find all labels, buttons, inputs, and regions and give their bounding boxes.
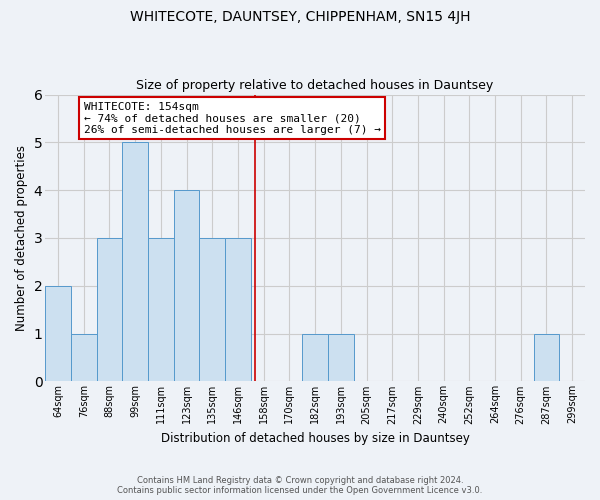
- Bar: [71, 334, 97, 382]
- Bar: [122, 142, 148, 382]
- Title: Size of property relative to detached houses in Dauntsey: Size of property relative to detached ho…: [136, 79, 494, 92]
- Text: Contains HM Land Registry data © Crown copyright and database right 2024.
Contai: Contains HM Land Registry data © Crown c…: [118, 476, 482, 495]
- Bar: [328, 334, 353, 382]
- Y-axis label: Number of detached properties: Number of detached properties: [15, 145, 28, 331]
- Bar: [148, 238, 174, 382]
- Bar: [302, 334, 328, 382]
- Text: WHITECOTE, DAUNTSEY, CHIPPENHAM, SN15 4JH: WHITECOTE, DAUNTSEY, CHIPPENHAM, SN15 4J…: [130, 10, 470, 24]
- Bar: [533, 334, 559, 382]
- X-axis label: Distribution of detached houses by size in Dauntsey: Distribution of detached houses by size …: [161, 432, 470, 445]
- Bar: [199, 238, 225, 382]
- Bar: [225, 238, 251, 382]
- Text: WHITECOTE: 154sqm
← 74% of detached houses are smaller (20)
26% of semi-detached: WHITECOTE: 154sqm ← 74% of detached hous…: [84, 102, 381, 135]
- Bar: [45, 286, 71, 382]
- Bar: [97, 238, 122, 382]
- Bar: [174, 190, 199, 382]
